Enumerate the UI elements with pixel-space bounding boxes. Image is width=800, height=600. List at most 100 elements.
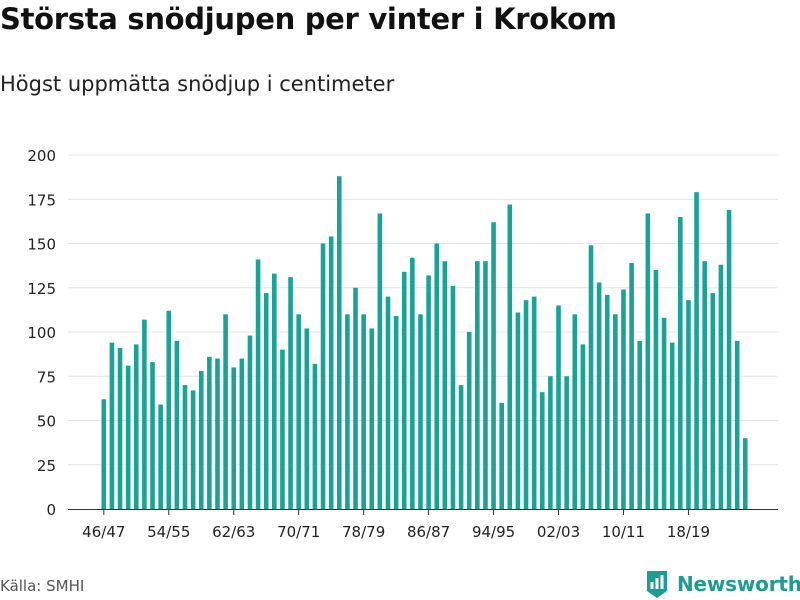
brand-name: Newsworthy [677,572,800,596]
bar [531,296,537,509]
bar [385,296,391,509]
bar [475,261,480,509]
bar [596,282,602,509]
bar [742,438,748,509]
bar [604,294,610,509]
bar [613,314,618,509]
bar [101,399,107,509]
bar [629,262,634,509]
bar [580,344,586,509]
bar [483,261,488,509]
bar [336,176,342,510]
bar [637,340,643,509]
bar [458,385,464,509]
bar [572,314,578,509]
bar [369,328,375,509]
y-tick-label: 75 [37,368,56,386]
y-tick-label: 50 [37,413,56,431]
bar [718,264,724,509]
bar [239,358,245,509]
bar [158,404,163,509]
bar [353,287,358,509]
x-tick-label: 94/95 [472,523,515,541]
bar [142,319,147,509]
bar [377,213,383,509]
bar [280,349,285,509]
brand-logo: Newsworthy [645,569,800,599]
bar [410,257,415,509]
bar [694,192,699,510]
x-tick-label: 86/87 [407,523,450,541]
bar [125,365,131,509]
y-tick-label: 125 [27,280,56,298]
x-tick-label: 18/19 [667,523,710,541]
x-tick-label: 46/47 [82,523,125,541]
bar [442,261,448,509]
bar [669,342,675,509]
x-tick-label: 02/03 [537,523,580,541]
bar [393,316,399,509]
bar [734,340,740,509]
y-tick-label: 200 [27,147,56,165]
bar [345,314,350,509]
bar [272,273,277,509]
y-tick-label: 150 [27,236,56,254]
bar [401,271,407,509]
bar [296,314,301,509]
bar [288,277,293,509]
chart-title: Största snödjupen per vinter i Krokom [0,2,617,36]
y-tick-label: 100 [27,324,56,342]
bar [109,342,115,509]
bar [361,314,366,509]
bar [661,317,667,509]
bar [231,367,237,509]
bar [539,392,545,509]
bar [466,332,472,509]
bar [182,385,188,509]
bar [320,243,326,509]
bar [247,335,253,509]
bar [588,245,594,509]
bar [491,222,496,509]
bar [499,402,504,509]
bar [166,310,172,509]
bar [150,362,155,509]
bar [190,390,196,509]
bar [312,363,318,509]
bar [621,289,626,509]
x-tick-label: 54/55 [147,523,190,541]
bar [645,213,651,509]
bar [117,347,123,509]
bar [564,376,569,509]
bar [556,305,561,509]
bar [328,236,334,510]
bar [207,356,212,509]
bar-chart-badge-icon [647,571,667,598]
bar [515,312,521,509]
bar [507,204,513,509]
bar [304,328,310,509]
source-note: Källa: SMHI [0,577,85,595]
bar [263,293,269,509]
bar [223,314,228,509]
bar [215,358,220,509]
y-tick-label: 175 [27,191,56,209]
bar [174,340,180,509]
bar [710,293,716,509]
y-tick-label: 25 [37,457,56,475]
x-tick-label: 78/79 [342,523,385,541]
bar [653,270,659,509]
bar [426,275,431,509]
bar [523,300,529,509]
x-tick-label: 70/71 [277,523,320,541]
bar [678,216,683,509]
bar [434,243,440,509]
bar [702,261,707,509]
x-tick-label: 62/63 [212,523,255,541]
bar [548,376,553,509]
bar [726,209,732,509]
bar [198,370,204,509]
bar [450,285,456,509]
bar [686,300,691,509]
